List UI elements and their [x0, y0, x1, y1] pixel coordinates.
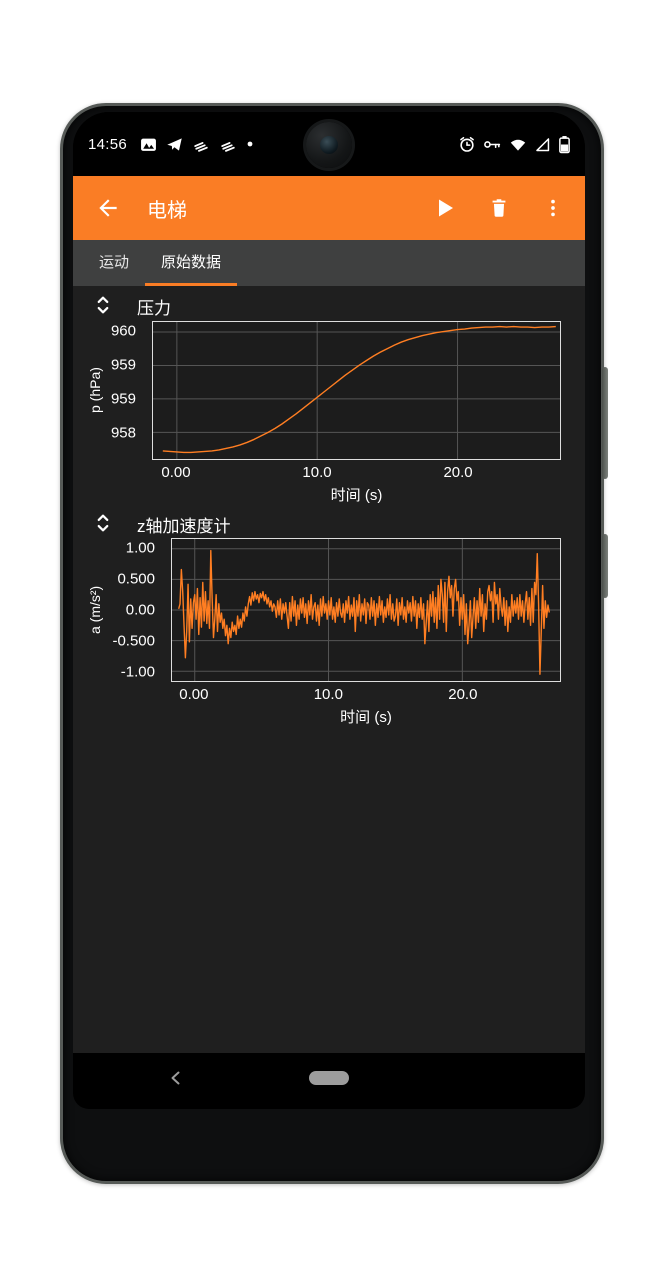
tab-motion[interactable]: 运动: [83, 240, 145, 286]
wifi-icon: [510, 139, 526, 151]
play-button[interactable]: [431, 194, 459, 222]
y-axis-ticks: 960 959 959 958: [73, 321, 144, 460]
tab-raw-data[interactable]: 原始数据: [145, 240, 238, 286]
tab-raw-data-label: 原始数据: [161, 254, 222, 271]
status-bar-left: 14:56: [88, 112, 254, 176]
x-tick-label: 0.00: [179, 686, 209, 703]
tab-bar: 运动 原始数据: [73, 240, 585, 286]
expand-chart-icon[interactable]: [93, 294, 113, 316]
clock-text: 14:56: [88, 135, 128, 153]
y-tick-label: 1.00: [125, 539, 155, 557]
delete-button[interactable]: [485, 194, 513, 222]
status-bar: 14:56: [73, 112, 585, 176]
expand-chart-icon[interactable]: [93, 512, 113, 534]
x-axis-title: 时间 (s): [340, 709, 392, 726]
front-camera: [306, 122, 352, 168]
back-arrow-icon: [99, 199, 117, 217]
chart-title: 压力: [137, 299, 171, 318]
app-bar: 电梯: [73, 176, 585, 240]
y-tick-label: -0.500: [112, 632, 155, 650]
x-axis-title: 时间 (s): [330, 487, 383, 504]
vpn-key-icon: [484, 140, 501, 148]
pressure-chart-header: 压力: [73, 292, 585, 320]
phone-screen: 14:56: [73, 112, 585, 1109]
y-tick-label: -1.00: [120, 663, 155, 681]
x-tick-label: 10.0: [302, 464, 332, 481]
app-bar-actions: [431, 194, 567, 222]
pressure-plot[interactable]: [152, 321, 561, 460]
play-icon: [439, 199, 453, 217]
camera-lens: [320, 136, 338, 154]
tab-motion-label: 运动: [99, 254, 130, 271]
stripes-icon: [194, 141, 208, 152]
x-tick-label: 0.00: [161, 464, 191, 481]
status-bar-right: [458, 112, 571, 176]
experiment-content: 压力 p (hPa) 960 959 959 958 0.00 10.0 20.0 时间 …: [73, 286, 585, 1053]
x-tick-label: 10.0: [313, 686, 343, 703]
x-axis-ticks: 0.00 10.0 20.0: [171, 684, 561, 704]
accelerometer-plot[interactable]: [171, 538, 561, 682]
notification-dot-icon: [247, 141, 253, 147]
alarm-clock-icon: [460, 136, 474, 152]
stripes-icon: [221, 141, 235, 152]
y-tick-label: 0.500: [117, 570, 155, 588]
telegram-icon: [167, 137, 182, 151]
accelerometer-chart-header: z轴加速度计: [73, 510, 585, 538]
navigation-bar: [73, 1053, 585, 1103]
y-tick-label: 959: [110, 390, 136, 408]
power-button[interactable]: [602, 367, 608, 479]
trash-icon: [492, 199, 506, 217]
y-tick-label: 0.00: [125, 601, 155, 619]
phone-frame: 14:56: [60, 103, 608, 1184]
overflow-menu-icon: [551, 199, 555, 217]
page-title: 电梯: [147, 199, 187, 222]
y-tick-label: 959: [110, 356, 136, 374]
more-options-button[interactable]: [539, 194, 567, 222]
chart-title: z轴加速度计: [137, 517, 231, 536]
y-axis-ticks: 1.00 0.500 0.00 -0.500 -1.00: [73, 538, 163, 682]
nav-home-pill[interactable]: [309, 1071, 349, 1085]
gallery-icon: [141, 138, 156, 151]
y-tick-label: 960: [110, 322, 136, 340]
battery-icon: [559, 135, 570, 153]
nav-back-button[interactable]: [168, 1070, 184, 1086]
x-axis-ticks: 0.00 10.0 20.0: [152, 462, 561, 482]
x-tick-label: 20.0: [448, 686, 478, 703]
volume-button[interactable]: [602, 534, 608, 598]
x-tick-label: 20.0: [443, 464, 473, 481]
y-tick-label: 958: [110, 424, 136, 442]
back-button[interactable]: [93, 193, 123, 223]
cell-signal-icon: [536, 137, 550, 151]
